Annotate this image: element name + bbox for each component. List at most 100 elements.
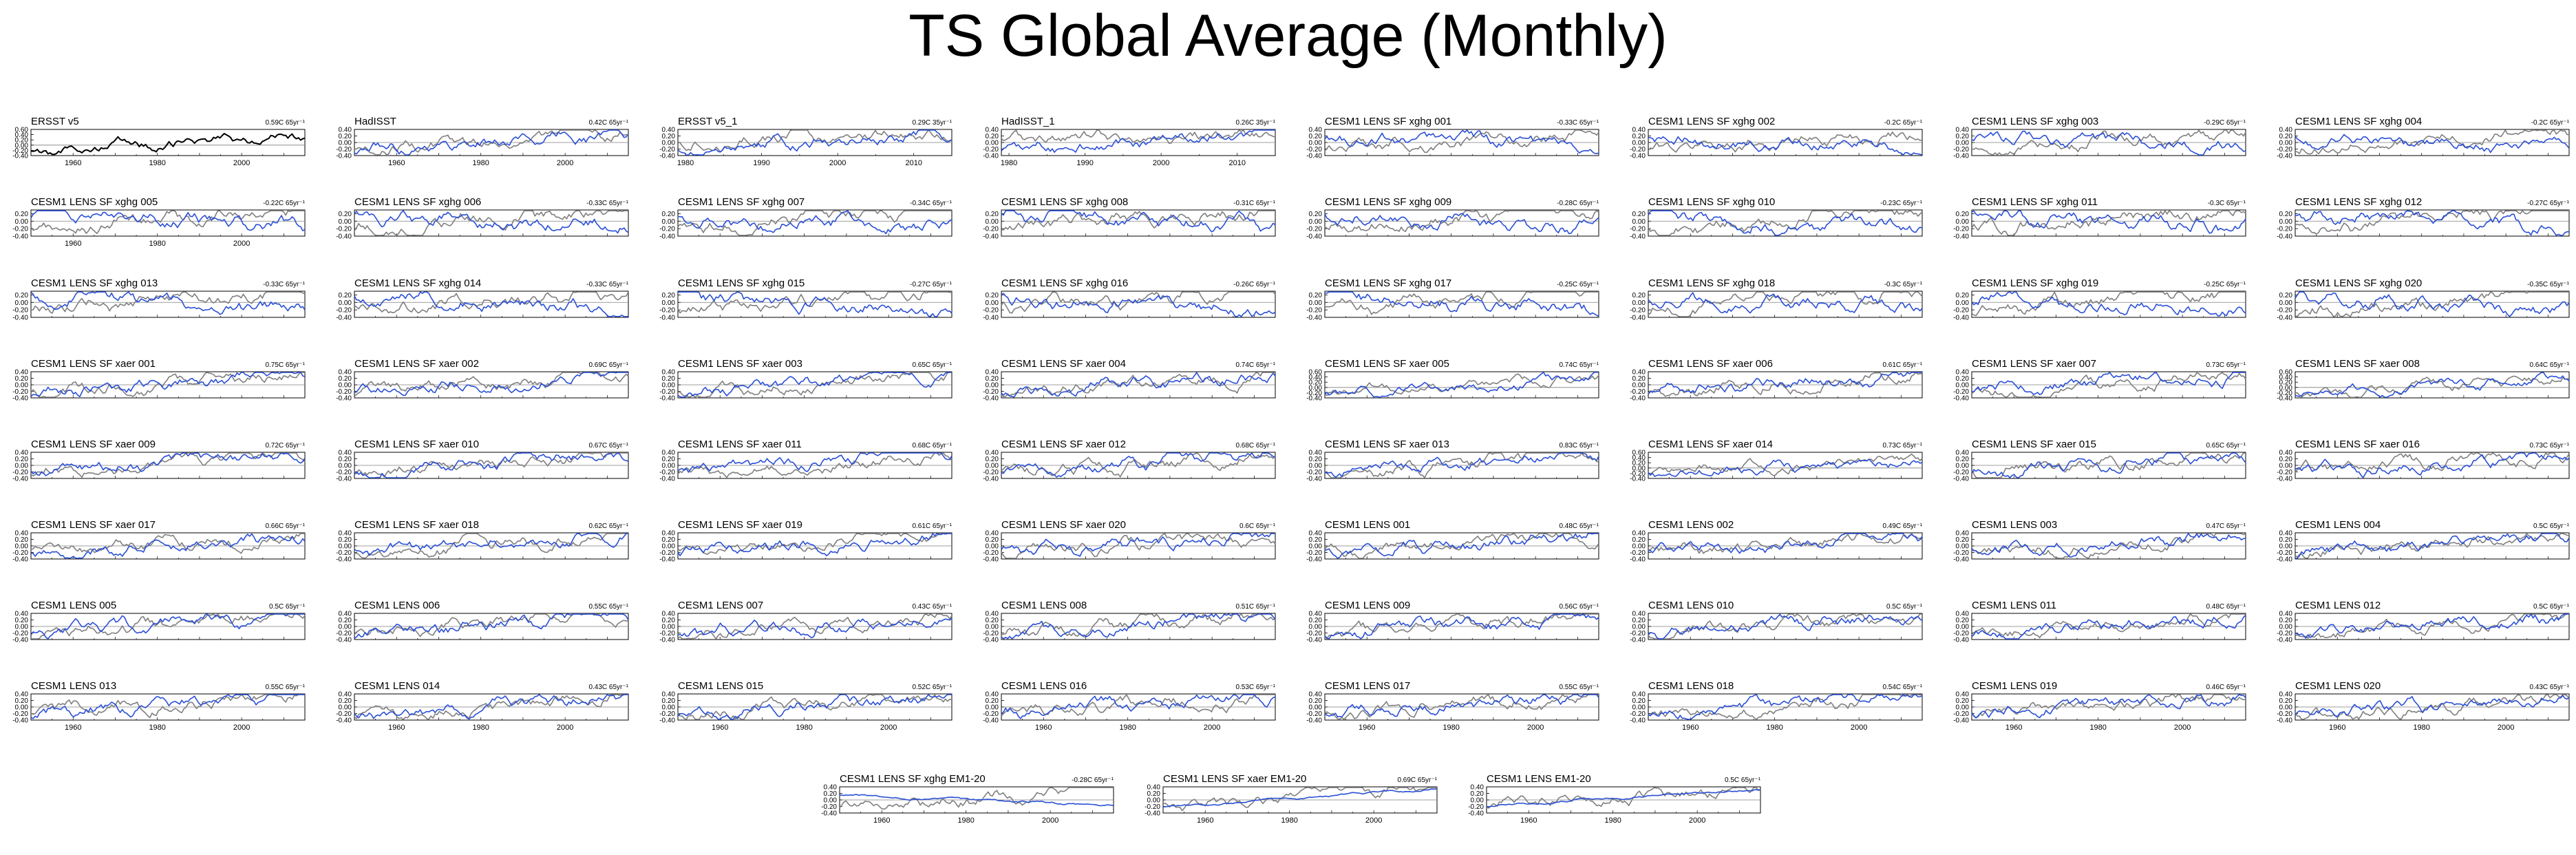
y-tick-label: 0.60 bbox=[15, 127, 29, 134]
x-tick-label: 2000 bbox=[1365, 816, 1382, 825]
series-line-reference bbox=[1001, 210, 1275, 231]
y-tick-label: 0.40 bbox=[986, 530, 999, 538]
trend-label: 0.73C 65yr⁻¹ bbox=[2206, 361, 2246, 369]
y-tick-label: 0.00 bbox=[986, 463, 999, 470]
y-tick-label: 0.00 bbox=[339, 463, 352, 470]
chart-panel: CESM1 LENS 005 0.5C 65yr⁻¹0.400.200.00-0.… bbox=[12, 600, 305, 644]
y-tick-label: 0.00 bbox=[662, 382, 676, 390]
y-tick-label: -0.40 bbox=[336, 476, 352, 483]
panel-title: CESM1 LENS 009 bbox=[1325, 600, 1410, 611]
panel-title: CESM1 LENS SF xaer 007 bbox=[1972, 358, 2096, 370]
y-tick-label: -0.40 bbox=[1953, 556, 1969, 564]
trend-label: 0.26C 35yr⁻¹ bbox=[1235, 119, 1275, 127]
y-tick-label: -0.40 bbox=[12, 315, 28, 322]
series-line-model bbox=[1001, 210, 1276, 233]
y-tick-label: -0.40 bbox=[983, 153, 999, 160]
y-tick-label: -0.40 bbox=[1630, 233, 1646, 241]
panel-title: CESM1 LENS SF xaer 002 bbox=[354, 358, 479, 370]
y-tick-label: 0.20 bbox=[339, 617, 352, 624]
trend-label: 0.47C 65yr⁻¹ bbox=[2206, 522, 2246, 530]
y-tick-label: -0.20 bbox=[1953, 469, 1969, 476]
panel-title: CESM1 LENS 017 bbox=[1325, 680, 1410, 692]
trend-label: 0.61C 65yr⁻¹ bbox=[912, 522, 952, 530]
chart-panel: CESM1 LENS EM1-20 0.5C 65yr⁻¹ 0.400.200.00… bbox=[1468, 773, 1760, 825]
x-tick-label: 1980 bbox=[1119, 724, 1136, 732]
y-tick-label: 0.00 bbox=[986, 299, 999, 307]
y-tick-label: 0.20 bbox=[15, 697, 29, 705]
x-tick-label: 1980 bbox=[1766, 724, 1782, 732]
series-line-model bbox=[1971, 210, 2246, 234]
series-line-reference bbox=[677, 533, 952, 556]
y-tick-label: 0.00 bbox=[986, 382, 999, 390]
y-tick-label: -0.20 bbox=[983, 710, 999, 718]
y-tick-label: 0.00 bbox=[15, 382, 29, 390]
y-tick-label: -0.40 bbox=[1468, 810, 1484, 818]
trend-label: 0.54C 65yr⁻¹ bbox=[1882, 684, 1922, 691]
y-tick-label: -0.20 bbox=[1468, 803, 1484, 811]
series-line-model bbox=[30, 452, 306, 476]
x-tick-label: 2000 bbox=[829, 159, 846, 167]
y-tick-label: 0.20 bbox=[339, 133, 352, 140]
y-tick-label: 0.20 bbox=[662, 133, 676, 140]
chart-panel: CESM1 LENS SF xaer 012 0.68C 65yr⁻¹0.400.… bbox=[983, 439, 1275, 483]
y-tick-label: 0.20 bbox=[1632, 536, 1646, 544]
series-line-reference bbox=[1648, 372, 1923, 397]
y-tick-label: 0.40 bbox=[2279, 450, 2293, 457]
x-tick-label: 1960 bbox=[1035, 724, 1052, 732]
panel-title: CESM1 LENS 001 bbox=[1325, 519, 1410, 531]
trend-label: 0.49C 65yr⁻¹ bbox=[1882, 522, 1922, 530]
series-line-reference bbox=[1648, 453, 1923, 476]
x-tick-label: 1980 bbox=[149, 724, 165, 732]
y-tick-label: 0.40 bbox=[2279, 530, 2293, 538]
y-tick-label: -0.20 bbox=[12, 549, 28, 557]
y-tick-label: -0.20 bbox=[983, 630, 999, 637]
chart-panel: CESM1 LENS SF xghg 020 -0.35C 65yr⁻¹ 0.200… bbox=[2277, 277, 2569, 322]
chart-panel: CESM1 LENS 009 0.56C 65yr⁻¹0.400.200.00-0… bbox=[1306, 600, 1599, 644]
y-tick-label: 0.20 bbox=[662, 536, 676, 544]
series-line-model bbox=[1971, 614, 2246, 640]
series-line-model bbox=[1001, 533, 1275, 557]
y-tick-label: -0.20 bbox=[1630, 388, 1646, 396]
series-line-reference bbox=[2295, 210, 2569, 235]
trend-label: 0.46C 65yr⁻¹ bbox=[2206, 684, 2246, 691]
series-line-model bbox=[1001, 613, 1276, 640]
y-tick-label: -0.20 bbox=[12, 307, 28, 315]
panel-title: CESM1 LENS SF xghg 010 bbox=[1648, 196, 1775, 208]
series-line-model bbox=[354, 694, 628, 720]
y-tick-label: 0.00 bbox=[662, 543, 676, 551]
y-tick-label: -0.20 bbox=[1953, 549, 1969, 557]
panel-title: CESM1 LENS 014 bbox=[354, 680, 440, 692]
y-tick-label: 0.20 bbox=[15, 137, 29, 145]
y-tick-label: -0.40 bbox=[2277, 233, 2292, 241]
panel-title: CESM1 LENS SF xghg 006 bbox=[354, 196, 481, 208]
chart-panel: CESM1 LENS SF xghg 005 -0.22C 65yr⁻¹ 0.200… bbox=[12, 196, 305, 248]
y-tick-label: -0.20 bbox=[983, 469, 999, 476]
x-tick-label: 1960 bbox=[1197, 816, 1213, 825]
series-line-reference bbox=[677, 291, 952, 314]
y-tick-label: 0.40 bbox=[1309, 127, 1323, 134]
trend-label: -0.34C 65yr⁻¹ bbox=[910, 200, 952, 207]
trend-label: -0.28C 65yr⁻¹ bbox=[1072, 777, 1114, 784]
y-tick-label: -0.40 bbox=[12, 153, 28, 160]
series-line-model bbox=[2295, 613, 2569, 639]
x-tick-label: 2000 bbox=[1689, 816, 1705, 825]
y-tick-label: 0.40 bbox=[986, 611, 999, 618]
y-tick-label: -0.40 bbox=[983, 233, 999, 241]
y-tick-label: 0.00 bbox=[15, 704, 29, 712]
y-tick-label: 0.40 bbox=[1309, 530, 1323, 538]
trend-label: 0.55C 65yr⁻¹ bbox=[265, 684, 305, 691]
y-tick-label: 0.20 bbox=[1956, 211, 1970, 218]
x-tick-label: 1980 bbox=[677, 159, 694, 167]
panel-title: CESM1 LENS 020 bbox=[2295, 680, 2381, 692]
chart-panel: CESM1 LENS 017 0.55C 65yr⁻¹0.400.200.00-0… bbox=[1306, 680, 1599, 732]
y-tick-label: -0.20 bbox=[2277, 307, 2292, 315]
series-line-model bbox=[677, 210, 952, 235]
panel-title: CESM1 LENS 013 bbox=[31, 680, 116, 692]
plot-frame bbox=[677, 209, 952, 237]
trend-label: -0.25C 65yr⁻¹ bbox=[1557, 281, 1599, 288]
chart-panel: CESM1 LENS 019 0.46C 65yr⁻¹0.400.200.00-0… bbox=[1953, 680, 2246, 732]
y-tick-label: 0.40 bbox=[662, 450, 676, 457]
y-tick-label: -0.20 bbox=[983, 388, 999, 396]
y-tick-label: 0.00 bbox=[15, 463, 29, 470]
